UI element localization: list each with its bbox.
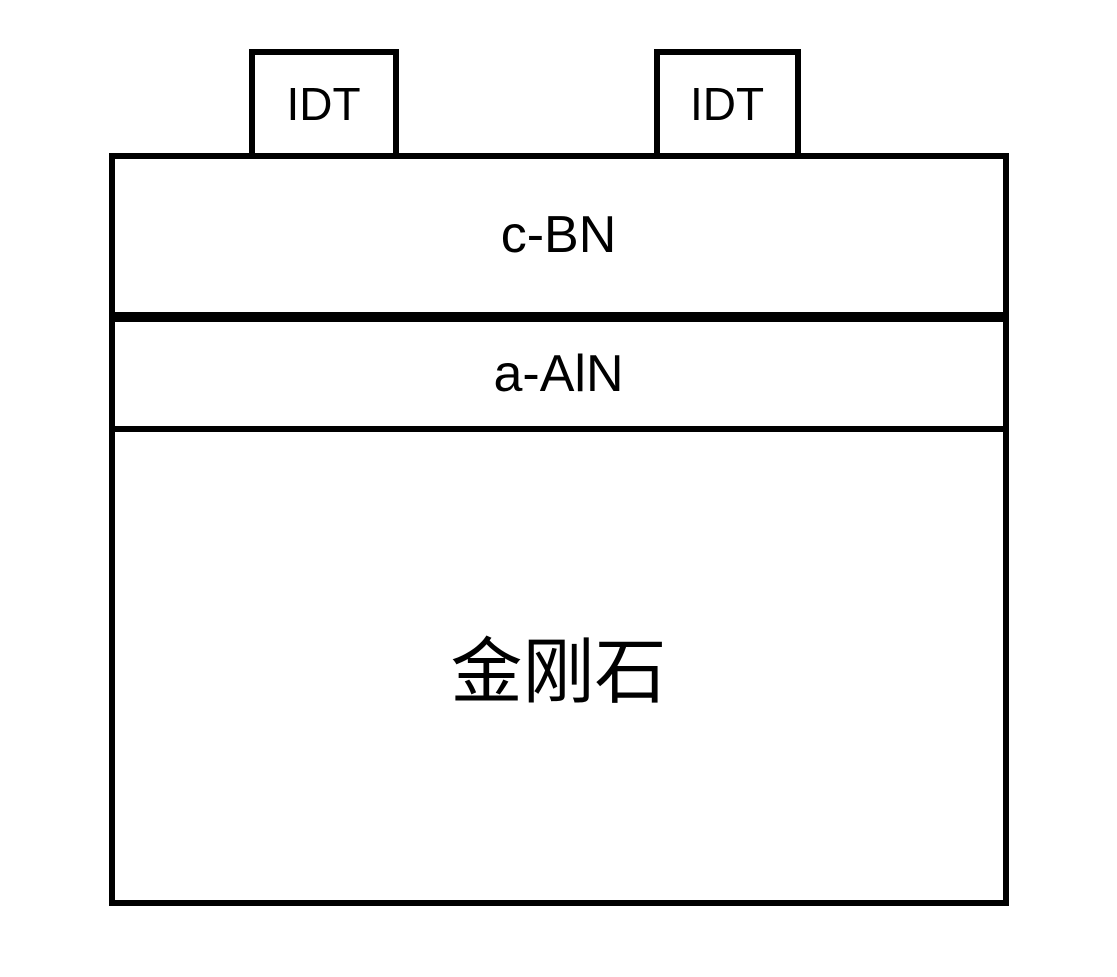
idt-block-right: IDT	[654, 49, 801, 159]
layer-substrate: 金刚石	[109, 426, 1009, 906]
layer-aln-label: a-AlN	[493, 344, 623, 404]
layer-cbn-label: c-BN	[501, 205, 617, 265]
idt-right-label: IDT	[690, 77, 764, 131]
layer-substrate-label: 金刚石	[450, 613, 666, 718]
idt-block-left: IDT	[249, 49, 399, 159]
layer-aln: a-AlN	[109, 312, 1009, 432]
layer-stack-diagram: IDT IDT c-BN a-AlN 金刚石	[109, 49, 1009, 929]
layer-cbn: c-BN	[109, 153, 1009, 318]
idt-left-label: IDT	[286, 77, 360, 131]
